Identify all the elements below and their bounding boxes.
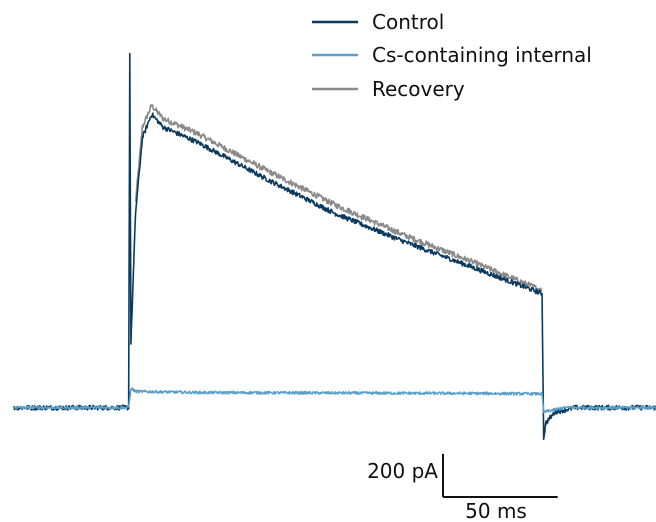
- legend: Control Cs-containing internal Recovery: [312, 10, 592, 101]
- trace-recovery: [134, 103, 543, 293]
- legend-label-recovery: Recovery: [372, 77, 465, 101]
- legend-label-cs: Cs-containing internal: [372, 43, 592, 67]
- legend-label-control: Control: [372, 10, 444, 34]
- traces: [13, 52, 656, 441]
- scale-bar: 200 pA 50 ms: [367, 453, 558, 522]
- trace-control: [13, 52, 656, 441]
- scale-bar-y-label: 200 pA: [367, 459, 438, 483]
- scale-bar-x-label: 50 ms: [465, 499, 527, 522]
- trace-cs-containing-internal: [13, 387, 656, 414]
